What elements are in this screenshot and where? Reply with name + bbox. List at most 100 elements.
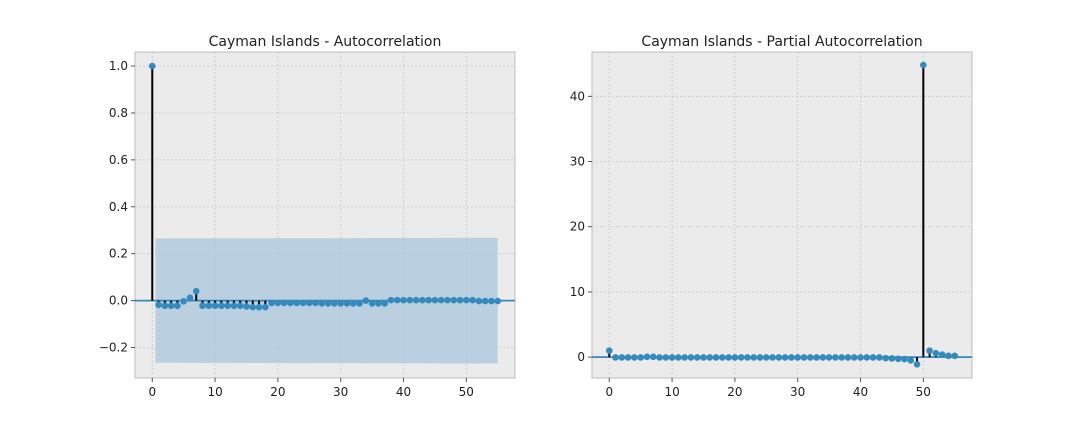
data-point [488,297,495,305]
data-point [243,303,250,310]
data-point [687,354,695,361]
x-tick-label: 40 [396,385,411,399]
data-point [305,299,313,307]
data-point [444,296,451,304]
data-point [806,354,814,361]
data-point [857,354,864,361]
data-point [951,352,959,360]
data-point [901,355,908,363]
data-point [211,302,219,310]
y-tick-label: 20 [570,220,585,234]
data-point [888,355,896,362]
data-point [199,302,206,310]
data-point [318,300,326,307]
data-point [174,302,181,310]
data-point [494,297,502,305]
data-point [463,296,470,304]
data-point [675,354,682,361]
data-point [337,300,345,307]
x-tick-label: 20 [270,385,285,399]
x-tick-label: 50 [459,385,474,399]
data-point [469,296,476,304]
data-point [624,354,632,361]
x-tick-label: 10 [207,385,222,399]
data-point [832,354,839,361]
plot-area [591,51,973,379]
x-tick-label: 0 [148,385,156,399]
data-point [249,303,257,311]
data-point [894,355,902,363]
data-point [299,299,307,307]
y-tick-label: 0.6 [109,153,128,167]
y-tick-label: 30 [570,155,585,169]
data-point [775,354,783,361]
data-point [481,297,489,305]
data-point [643,353,651,361]
data-point [731,354,739,361]
data-point [612,354,619,361]
data-point [381,300,388,307]
data-point [920,61,927,69]
data-point [838,354,845,361]
data-point [719,354,726,361]
data-point [656,354,663,361]
data-point [268,299,275,307]
data-point [262,303,269,311]
data-point [819,354,827,361]
data-point [781,354,789,361]
y-tick-label: 0.0 [109,294,128,308]
x-tick-label: 20 [727,385,742,399]
data-point [287,299,294,307]
data-point [406,296,414,304]
data-point [375,300,382,307]
data-point [475,297,483,305]
y-tick-label: 0 [577,350,585,364]
chart-title: Cayman Islands - Autocorrelation [209,34,442,50]
x-tick-label: 10 [664,385,679,399]
data-point [456,296,464,304]
data-point [419,296,426,304]
data-point [437,296,445,304]
data-point [393,296,401,304]
data-point [425,296,432,304]
data-point [368,300,376,307]
data-point [844,354,852,361]
data-point [788,354,795,361]
data-point [712,354,720,361]
data-point [725,354,732,361]
data-point [769,354,776,361]
data-point [825,354,833,361]
data-point [637,354,644,361]
y-tick-label: 1.0 [109,59,128,73]
data-point [412,296,420,304]
data-point [148,62,156,70]
data-point [236,302,244,310]
data-point [813,354,820,361]
data-point [750,354,758,361]
data-point [850,354,858,361]
data-point [737,354,745,361]
y-tick-label: 0.8 [109,106,128,120]
data-point [756,354,764,361]
data-point [400,296,407,304]
data-point [161,302,169,310]
data-point [218,302,225,310]
data-point [605,347,613,354]
data-point [205,302,213,310]
x-tick-label: 50 [916,385,931,399]
data-point [794,354,802,361]
data-point [800,354,808,361]
data-point [349,300,357,307]
data-point [387,296,395,304]
partial-autocorrelation-panel: 0 10 20 30 40 50 0 10 20 30 40 Cayman Islands - Par… [570,34,973,399]
data-point [649,353,657,361]
data-point [155,301,162,309]
data-point [869,354,877,361]
data-point [681,354,688,361]
data-point [913,361,921,368]
data-point [293,299,301,307]
x-tick-label: 30 [790,385,805,399]
data-point [331,300,338,307]
data-point [192,287,200,295]
